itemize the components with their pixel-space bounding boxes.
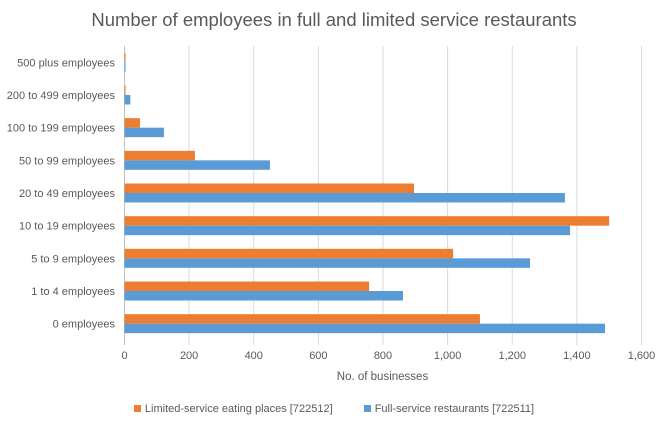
bar: [124, 248, 454, 259]
x-tick-label: 1,600: [628, 350, 656, 362]
legend: Limited-service eating places [722512] F…: [0, 403, 668, 415]
x-tick-label: 0: [121, 350, 127, 362]
x-tick-label: 600: [309, 350, 327, 362]
legend-item-full-service: Full-service restaurants [722511]: [363, 403, 535, 415]
bar: [124, 95, 131, 105]
x-tick-label: 200: [180, 350, 198, 362]
x-tick-label: 1,200: [498, 350, 526, 362]
category-label: 5 to 9 employees: [31, 253, 115, 265]
category-label: 200 to 499 employees: [7, 90, 116, 102]
category-label: 1 to 4 employees: [31, 286, 115, 298]
bar: [124, 281, 370, 291]
chart-title: Number of employees in full and limited …: [91, 9, 577, 30]
x-tick-label: 1,400: [563, 350, 591, 362]
bar: [124, 225, 571, 236]
bar: [124, 216, 610, 226]
category-label: 500 plus employees: [17, 57, 115, 69]
legend-item-limited-service: Limited-service eating places [722512]: [133, 403, 333, 415]
legend-swatch: [133, 405, 141, 412]
bar: [124, 314, 480, 324]
bar: [124, 160, 270, 170]
category-label: 20 to 49 employees: [19, 188, 116, 200]
bar: [124, 193, 565, 203]
legend-label: Full-service restaurants [722511]: [374, 403, 535, 415]
bar: [124, 150, 195, 161]
category-label: 10 to 19 employees: [19, 221, 116, 233]
bar: [124, 85, 126, 95]
legend-label: Limited-service eating places [722512]: [144, 403, 333, 415]
bar: [124, 258, 531, 268]
bar: [124, 183, 415, 193]
x-axis-label: No. of businesses: [336, 371, 429, 383]
bar: [124, 291, 404, 301]
bar: [124, 52, 126, 63]
bar: [124, 118, 141, 128]
bar: [124, 127, 164, 138]
legend-swatch: [363, 405, 371, 412]
x-tick-label: 400: [245, 350, 263, 362]
x-tick-label: 1,000: [434, 350, 462, 362]
category-label: 0 employees: [53, 319, 116, 331]
bar: [124, 62, 126, 72]
category-label: 50 to 99 employees: [19, 155, 116, 167]
category-label: 100 to 199 employees: [7, 123, 116, 135]
x-tick-label: 800: [374, 350, 392, 362]
bar: [124, 323, 605, 334]
